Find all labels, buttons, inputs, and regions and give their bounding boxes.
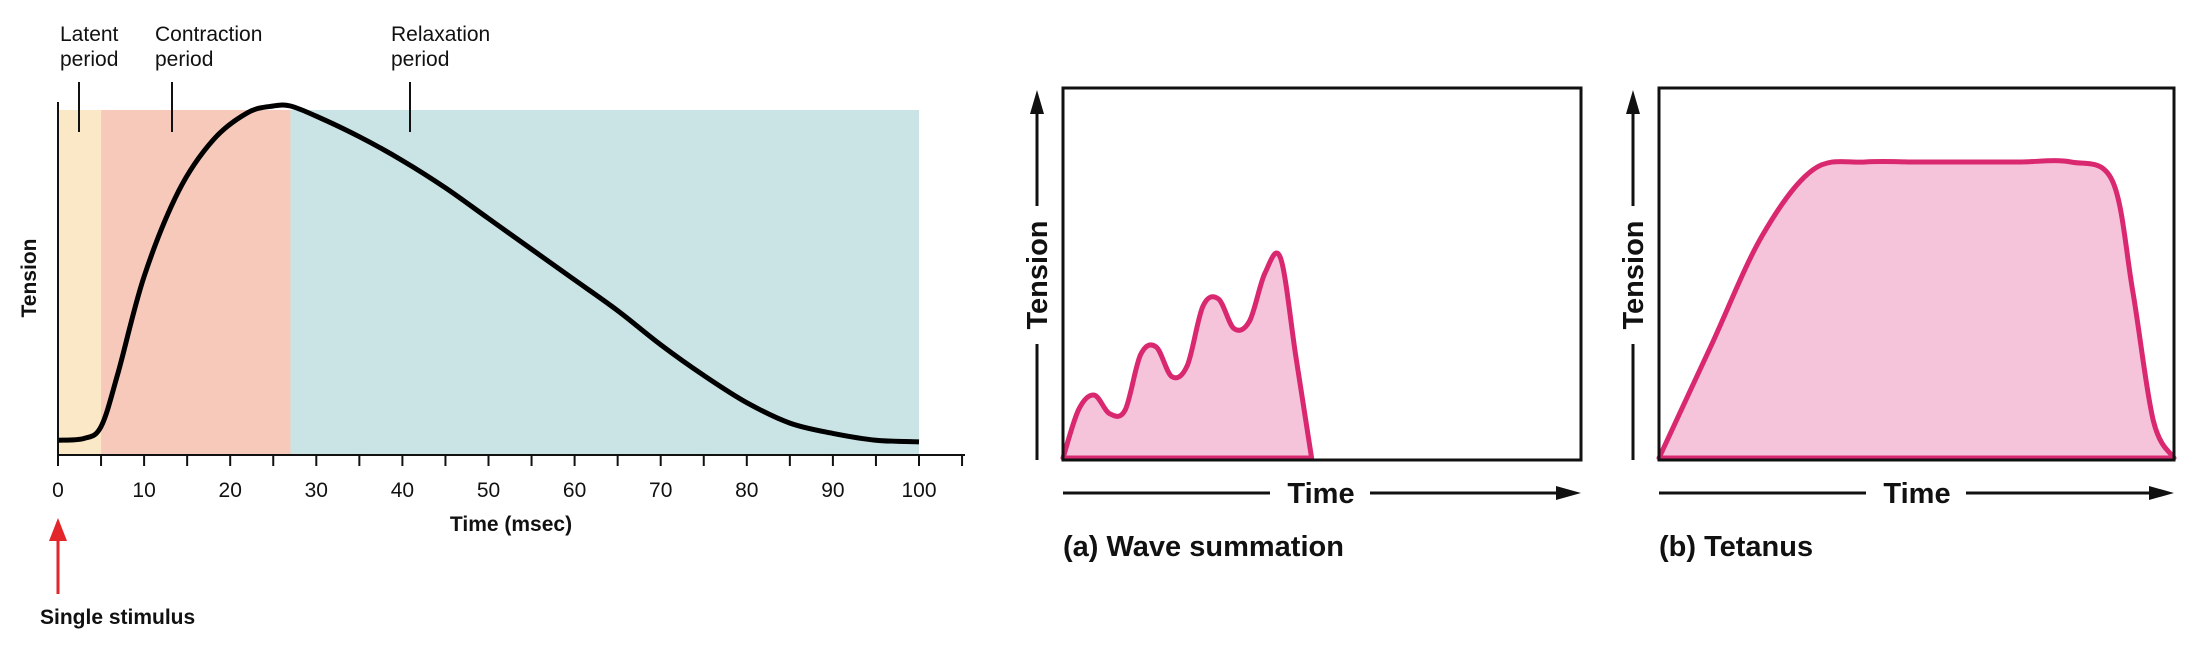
x-tick-label: 40	[391, 479, 414, 502]
latent-period-label-line2: period	[60, 48, 118, 71]
wave-x-axis-title: Time	[1287, 478, 1354, 510]
latent-period-label-line1: Latent	[60, 23, 119, 46]
stimulus-label: Single stimulus	[40, 606, 195, 629]
relaxation-period-label-line1: Relaxation	[391, 23, 490, 46]
tetanus-tension-arrowhead	[1626, 90, 1640, 114]
contraction-period-label-line1: Contraction	[155, 23, 262, 46]
latent-period-band	[58, 110, 102, 455]
x-tick-label: 0	[52, 479, 64, 502]
y-axis-title: Tension	[18, 239, 41, 318]
tetanus-y-axis-title: Tension	[1618, 220, 1650, 329]
tension-curve	[57, 102, 920, 445]
tetanus-caption: (b) Tetanus	[1659, 531, 1813, 563]
contraction-period-label-line2: period	[155, 48, 213, 71]
wave-y-axis-title: Tension	[1022, 220, 1054, 329]
wave-time-arrowhead	[1556, 486, 1581, 500]
wave-plot-frame-border	[1061, 86, 1583, 462]
x-tick-label: 100	[901, 479, 936, 502]
tetanus-area	[1656, 158, 2177, 461]
tetanus-x-axis-title: Time	[1883, 478, 1950, 510]
x-tick-label: 90	[821, 479, 844, 502]
x-tick-label: 20	[219, 479, 242, 502]
tetanus-chart: Tension Time (b) Tetanus	[1618, 86, 2177, 563]
wave-caption: (a) Wave summation	[1063, 531, 1344, 563]
x-tick-label: 70	[649, 479, 672, 502]
x-axis-ticks: 0 10 20 30 40 50 60 70 80 90 100	[52, 455, 964, 502]
x-tick-label: 50	[477, 479, 500, 502]
x-tick-label: 80	[735, 479, 758, 502]
contraction-period-band	[101, 110, 291, 455]
x-tick-label: 60	[563, 479, 586, 502]
relaxation-period-label-line2: period	[391, 48, 449, 71]
x-tick-label: 30	[305, 479, 328, 502]
wave-tension-arrowhead	[1030, 90, 1044, 114]
tetanus-time-arrowhead	[2149, 486, 2174, 500]
x-axis-title: Time (msec)	[450, 513, 572, 536]
x-tick-label: 10	[132, 479, 155, 502]
stimulus-arrow-head	[49, 518, 67, 541]
wave-summation-chart: Tension Time (a) Wave summation	[1022, 86, 1583, 563]
tetanus-plot-frame-border	[1657, 86, 2176, 462]
relaxation-period-band	[290, 110, 920, 455]
wave-summation-area	[1060, 250, 1315, 461]
twitch-chart: 0 10 20 30 40 50 60 70 80 90 100 Latent period Con…	[18, 23, 965, 629]
